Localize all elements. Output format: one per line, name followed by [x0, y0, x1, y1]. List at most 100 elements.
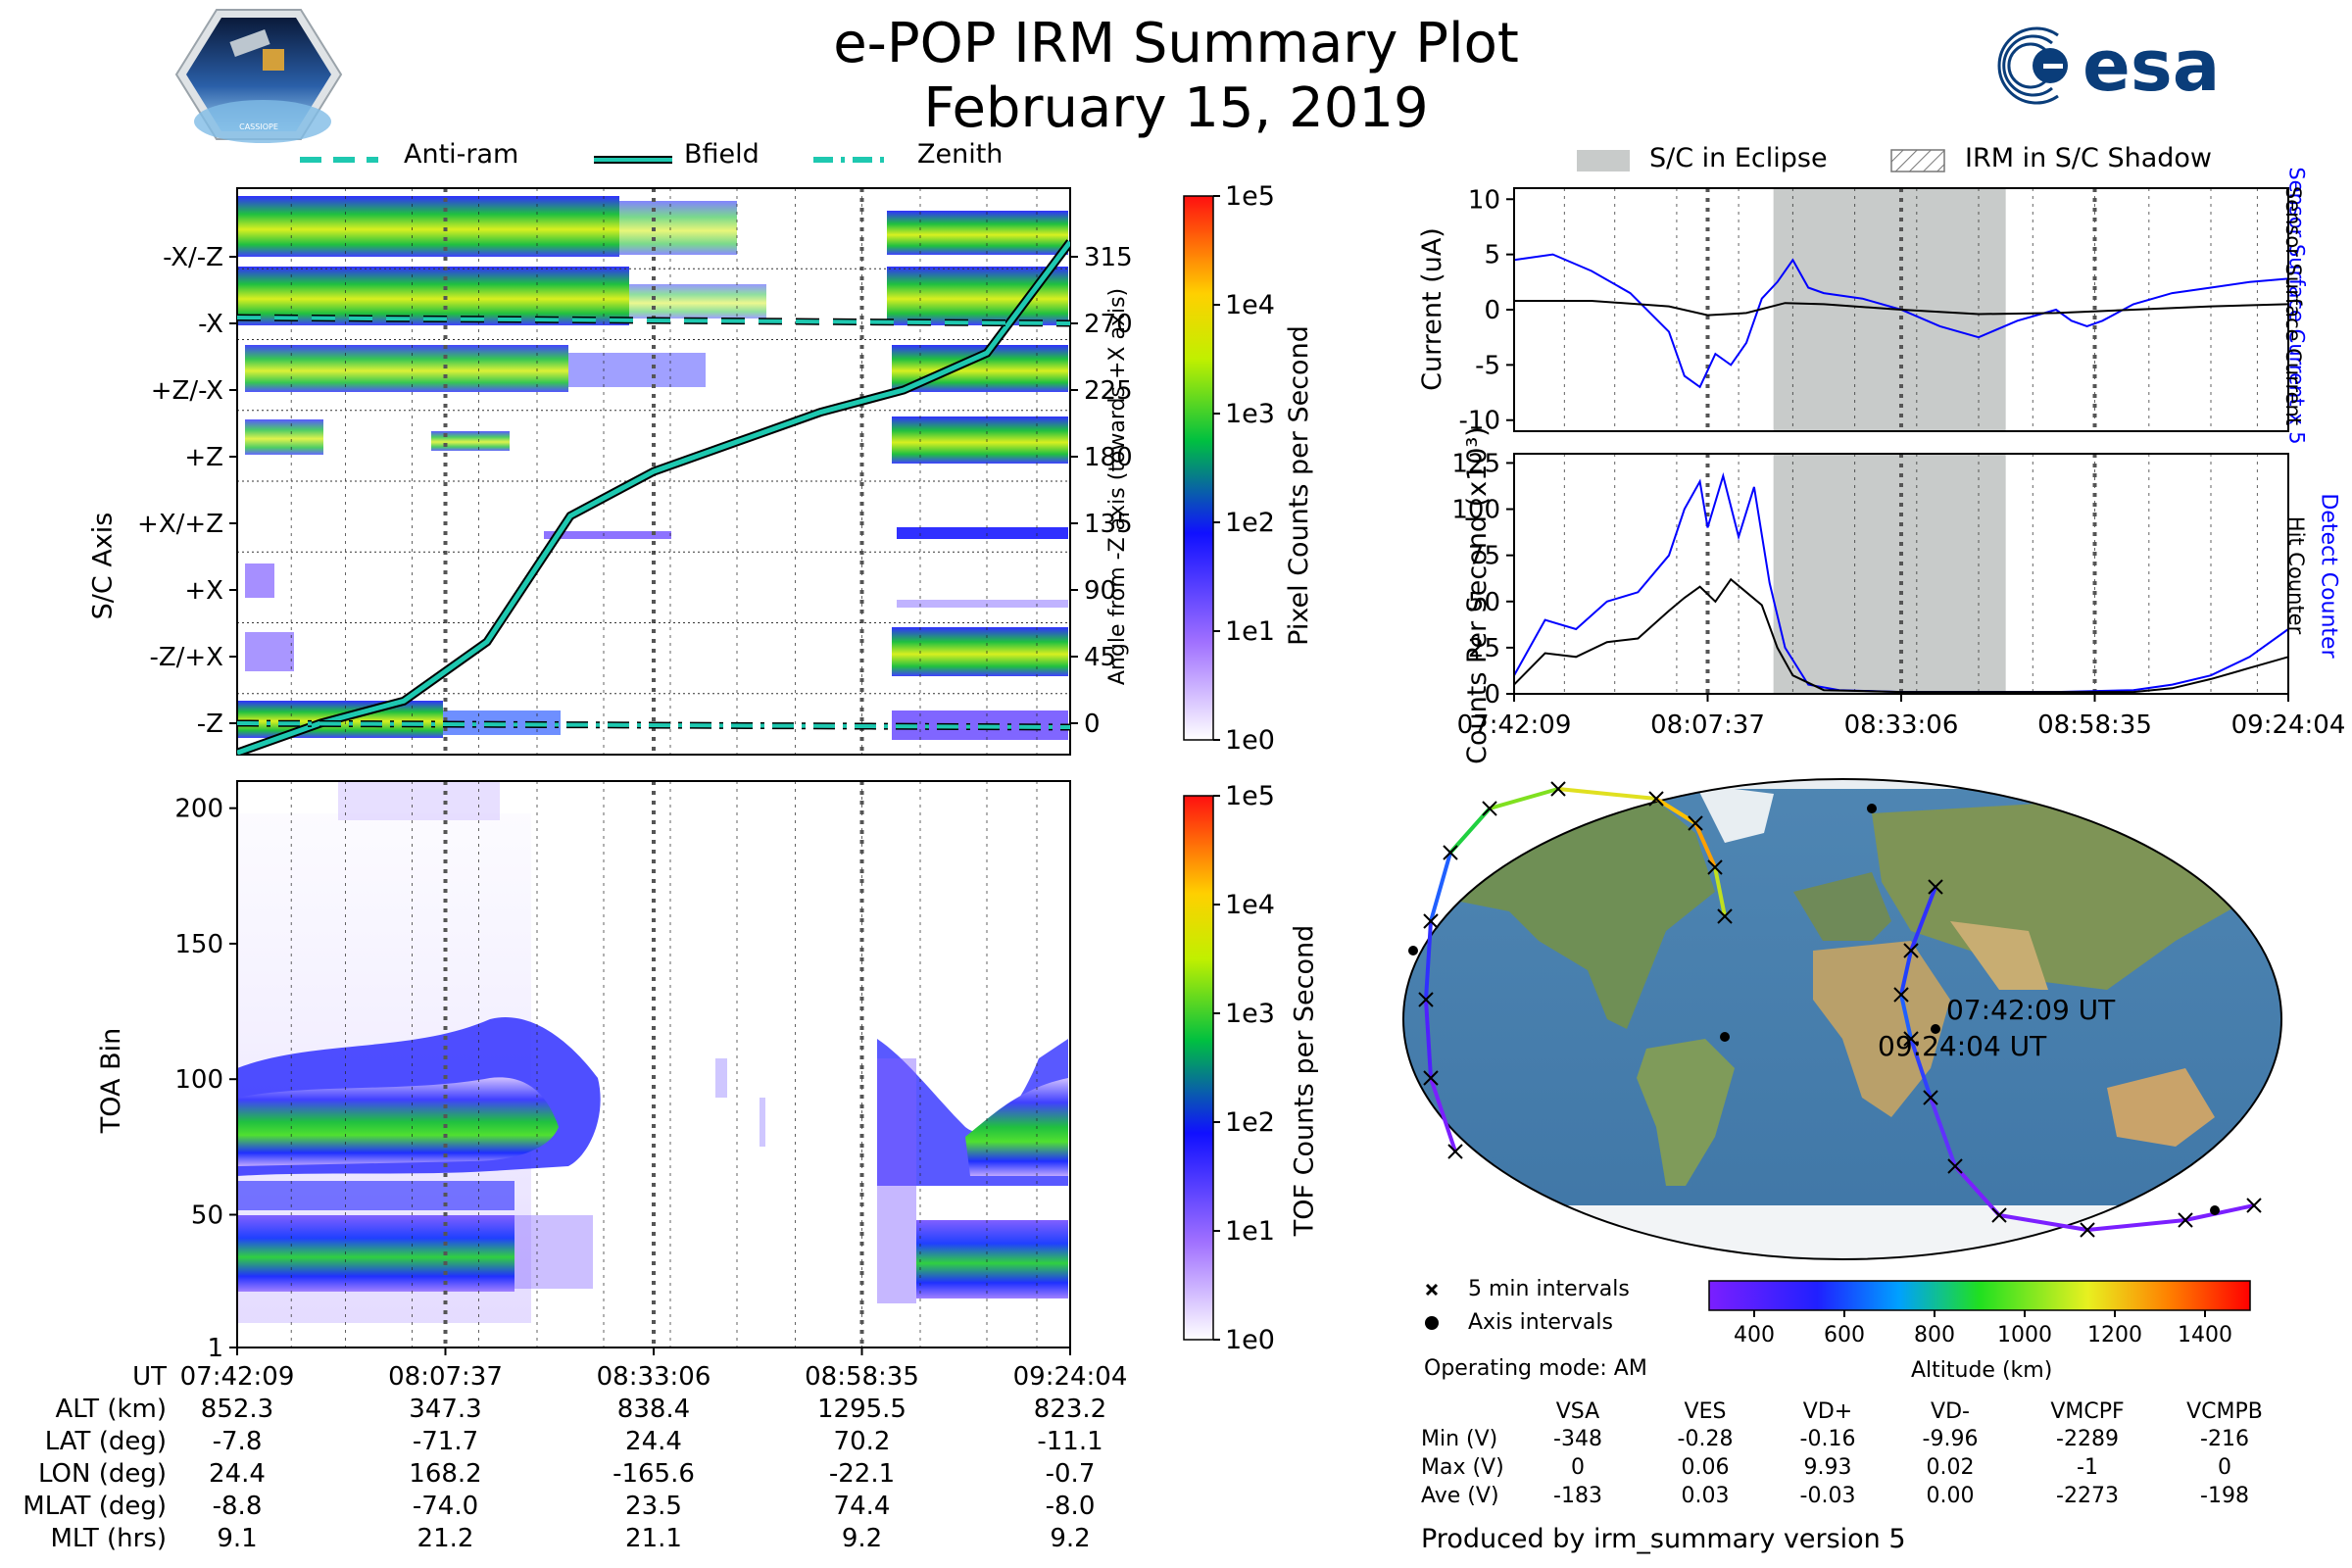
x-marker-icon [1923, 1090, 1938, 1105]
axis-panel-frame [236, 187, 1071, 756]
counts-panel-series [1513, 471, 2289, 694]
colorbar-tick-label: 1e5 [1225, 781, 1275, 811]
ephemeris-row-label: MLT (hrs) [50, 1524, 168, 1553]
orbit-segment [2086, 1218, 2186, 1232]
dot-marker-icon [1425, 1316, 1439, 1330]
ephemeris-cell: -8.8 [212, 1492, 263, 1521]
axis-series [237, 239, 1070, 755]
colorbar-tick-label: 1e1 [1225, 1216, 1275, 1247]
x-marker-icon [1423, 913, 1439, 929]
altitude-tick-label: 400 [1734, 1323, 1775, 1348]
black-series-line [1514, 300, 2289, 317]
ephemeris-cell: -74.0 [412, 1492, 479, 1521]
current-panel-ytick-label: -5 [1475, 351, 1500, 380]
blue-series-line [1513, 253, 2289, 389]
x-marker-icon [1425, 1283, 1439, 1297]
ephemeris-cell: 70.2 [833, 1427, 891, 1456]
map-legend-5min: 5 min intervals [1468, 1277, 1630, 1301]
ephemeris-cell: -165.6 [612, 1459, 695, 1489]
counts-xtick-label: 08:07:37 [1650, 710, 1765, 740]
map-legend-markers [1425, 1283, 1439, 1330]
voltage-cell: -0.03 [1799, 1484, 1856, 1508]
counts-xtick-label: 08:33:06 [1844, 710, 1959, 740]
ephemeris-cell: 9.1 [217, 1524, 258, 1553]
altitude-tick-label: 1200 [2087, 1323, 2142, 1348]
orbit-segment [1429, 852, 1452, 922]
x-marker-icon [1928, 879, 1943, 895]
colorbar-tick-label: 1e0 [1225, 725, 1275, 756]
x-marker-icon [1717, 908, 1733, 924]
axis-right-tick-label: 135 [1084, 510, 1133, 539]
ephemeris-cell: 823.2 [1033, 1395, 1107, 1424]
colorbar-tick-label: 1e1 [1225, 616, 1275, 647]
altitude-tick-label: 800 [1914, 1323, 1955, 1348]
ephemeris-row-label: MLAT (deg) [23, 1492, 167, 1521]
orbit-segment [1929, 1097, 1957, 1167]
counts-panel-ytick-label: 75 [1468, 542, 1500, 571]
blue-series-line [1513, 471, 2289, 694]
zenith-line [237, 721, 1070, 729]
orbit-segment [1424, 920, 1433, 1001]
axis-ytick-label: +Z/-X [151, 376, 223, 406]
toa-heatmap [237, 781, 1068, 1323]
right-legend-swatches [1577, 149, 1945, 172]
current-panel-series [1513, 253, 2289, 389]
esa-logo: esa [1997, 24, 2220, 107]
toa-ytick-label: 1 [207, 1334, 223, 1363]
counts-panel-ytick-label: 100 [1451, 496, 1500, 525]
voltage-cell: -348 [1553, 1427, 1602, 1451]
counts-panel-ytick-label: 50 [1468, 588, 1500, 617]
toa-ytick-label: 100 [174, 1065, 223, 1095]
voltage-cell: 9.93 [1803, 1455, 1852, 1480]
legend-shadow: IRM in S/C Shadow [1965, 143, 2213, 173]
page-title: e-POP IRM Summary Plot [833, 12, 1519, 75]
orbit-segment [1998, 1213, 2088, 1232]
altitude-tick-label: 1000 [1997, 1323, 2052, 1348]
axis-ytick-label: +Z [184, 443, 223, 472]
x-marker-icon [1947, 1158, 1963, 1174]
legend-anti-ram: Anti-ram [404, 139, 519, 170]
orbit-track [1408, 781, 2262, 1238]
ephemeris-cell: 24.4 [209, 1459, 266, 1489]
counts-panel-ytick-label: 125 [1451, 449, 1500, 478]
dot-marker-icon [1931, 1024, 1940, 1034]
toa-ytick-label: 200 [174, 795, 223, 824]
counts-right-label-black: Hit Counter [2284, 515, 2309, 635]
current-panel-ytick-label: -10 [1459, 407, 1500, 436]
counts-panel-ytick-label: 25 [1468, 634, 1500, 663]
x-marker-icon [1550, 781, 1566, 797]
voltage-cell: -1 [2077, 1455, 2098, 1480]
axis-panel-right-ylabel: Angle from -Z axis (towards +X axis) [1105, 287, 1131, 686]
x-marker-icon [2246, 1198, 2262, 1213]
colorbar-tick-label: 1e2 [1225, 508, 1275, 538]
voltage-table: VSA VES VD+ VD- VMCPF VCMPB Min (V) -348 -0.28 -… [1421, 1399, 2283, 1517]
current-ylabel: Current (uA) [1416, 227, 1447, 391]
voltage-cell: -183 [1553, 1484, 1602, 1508]
ephemeris-row-label: LAT (deg) [44, 1427, 167, 1456]
axis-right-tick-label: 90 [1084, 576, 1116, 606]
x-marker-icon [1688, 815, 1703, 831]
ephemeris-cell: 07:42:09 [179, 1362, 295, 1392]
orbit-segment [1899, 950, 1913, 996]
map-start-label: 07:42:09 UT [1946, 994, 2116, 1026]
legend-eclipse: S/C in Eclipse [1649, 143, 1828, 173]
current-panel-ytick-label: 0 [1484, 296, 1500, 325]
counts-ylabel: Counts Per Second (x10³) [1461, 426, 1493, 764]
orbit-segment [1429, 1077, 1457, 1152]
orbit-segment [1899, 994, 1913, 1040]
dot-marker-icon [2210, 1205, 2220, 1215]
axis-ytick-label: +X/+Z [137, 510, 223, 539]
current-panel-ytick-label: 5 [1484, 241, 1500, 270]
ephemeris-cell: 21.1 [625, 1524, 682, 1553]
x-marker-icon [2080, 1222, 2095, 1238]
axis-right-tick-label: 0 [1084, 710, 1101, 739]
axis-ytick-label: -X [198, 310, 223, 339]
altitude-tick-label: 1400 [2178, 1323, 2232, 1348]
orbit-segment [1654, 797, 1697, 825]
ephemeris-cell: 23.5 [625, 1492, 682, 1521]
ephemeris-cell: -11.1 [1037, 1427, 1103, 1456]
ephemeris-cell: 852.3 [200, 1395, 274, 1424]
x-marker-icon [1707, 859, 1723, 875]
axis-right-tick-label: 180 [1084, 443, 1133, 472]
